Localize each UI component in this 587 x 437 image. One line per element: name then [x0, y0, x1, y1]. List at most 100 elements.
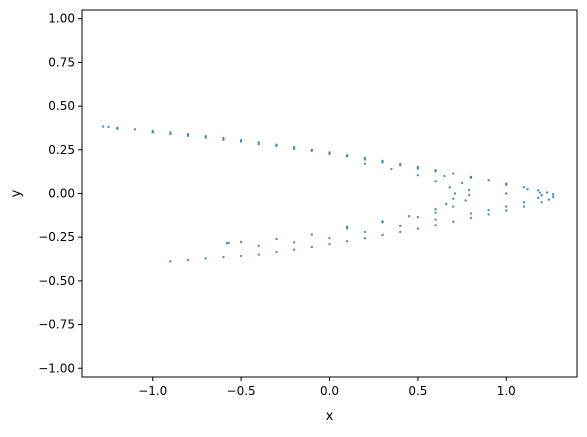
data-point [399, 163, 402, 167]
data-point [434, 211, 437, 214]
y-tick-label: −1.00 [38, 361, 75, 375]
data-point [292, 241, 296, 244]
data-point [399, 230, 402, 234]
data-point [328, 242, 331, 246]
data-point [540, 201, 543, 204]
data-point [469, 216, 473, 220]
data-point [407, 215, 411, 218]
data-point [275, 144, 278, 148]
data-point [204, 257, 207, 260]
data-point [345, 225, 349, 228]
data-point [522, 186, 526, 189]
data-point [328, 152, 331, 156]
data-point [545, 191, 549, 194]
data-point [444, 202, 448, 206]
data-point [416, 215, 420, 219]
y-tick-label: −0.25 [38, 230, 75, 244]
data-point [310, 149, 314, 153]
data-point [460, 181, 464, 185]
data-point [310, 233, 314, 236]
data-point [453, 192, 457, 195]
data-point [257, 143, 260, 146]
data-point [239, 240, 243, 244]
data-point [487, 208, 490, 212]
x-tick-label: 0.0 [320, 384, 339, 398]
data-point [522, 205, 526, 208]
data-point [257, 244, 260, 248]
y-axis-ticks: −1.00 −0.75 −0.50 −0.25 0.00 0.25 0.50 0.75 1.00 [38, 12, 82, 375]
data-point [536, 189, 540, 192]
data-point [239, 140, 243, 143]
data-point [416, 227, 420, 230]
data-point [292, 147, 296, 151]
points-layer [102, 125, 555, 263]
data-point [257, 141, 260, 144]
data-point [526, 187, 529, 191]
data-point [464, 199, 467, 202]
plot-area-frame [81, 9, 578, 378]
data-point [467, 194, 471, 197]
y-tick-label: 0.50 [48, 99, 75, 113]
data-point [505, 192, 508, 195]
data-point [452, 197, 455, 200]
data-point [363, 230, 367, 234]
data-point [390, 167, 393, 171]
data-point [186, 258, 190, 262]
data-point [416, 173, 420, 177]
y-tick-label: 0.75 [48, 55, 75, 69]
x-tick-label: 0.5 [408, 384, 427, 398]
data-point [116, 127, 119, 131]
x-axis-label: x [326, 409, 334, 424]
y-tick-label: −0.75 [38, 318, 75, 332]
data-point [467, 188, 471, 192]
data-point [257, 253, 260, 256]
data-point [536, 196, 540, 200]
data-point [469, 212, 473, 215]
data-point [169, 260, 172, 263]
data-point [227, 241, 230, 244]
data-point [363, 158, 367, 161]
data-point [551, 195, 555, 199]
data-point [186, 134, 190, 138]
data-point [434, 169, 437, 173]
data-point [399, 224, 402, 228]
data-point [345, 155, 349, 158]
data-point [505, 183, 508, 186]
data-point [133, 128, 137, 131]
data-point [434, 180, 437, 183]
data-point [434, 224, 437, 227]
data-point [551, 193, 555, 196]
data-point [452, 205, 455, 208]
data-point [345, 227, 349, 230]
x-tick-label: −0.5 [227, 384, 256, 398]
x-tick-label: 1.0 [497, 384, 516, 398]
data-point [363, 237, 367, 240]
y-tick-label: 0.00 [48, 187, 75, 201]
data-point [505, 209, 508, 212]
y-tick-label: 1.00 [48, 12, 75, 26]
data-point [416, 167, 420, 170]
data-point [487, 179, 490, 182]
data-point [107, 125, 110, 129]
data-point [547, 198, 550, 201]
data-point [487, 213, 490, 216]
data-point [381, 233, 384, 237]
data-point [239, 254, 243, 258]
data-point [469, 176, 473, 179]
data-point [102, 125, 105, 128]
data-point [151, 131, 154, 134]
data-point [169, 132, 172, 136]
data-point [292, 145, 296, 149]
data-point [452, 172, 455, 175]
data-point [222, 136, 225, 140]
data-point [540, 194, 543, 197]
data-point [328, 236, 331, 240]
data-point [363, 162, 367, 165]
data-point [452, 220, 455, 224]
data-point [222, 138, 225, 142]
data-point [434, 208, 437, 211]
data-point [448, 186, 451, 189]
data-point [222, 255, 225, 259]
y-tick-label: 0.25 [48, 143, 75, 157]
